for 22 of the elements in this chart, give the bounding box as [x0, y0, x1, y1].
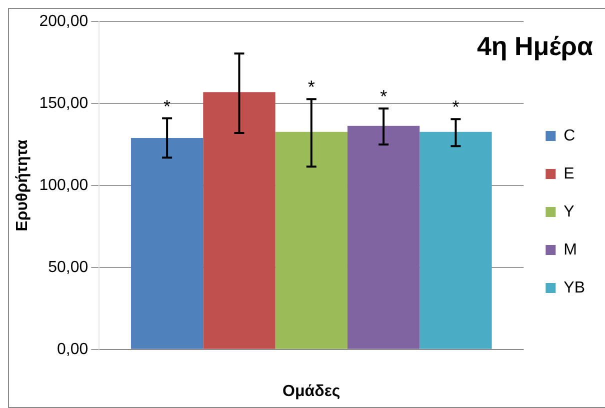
annotation: * — [164, 96, 171, 116]
y-tick-label: 200,00 — [39, 13, 88, 30]
legend-label: C — [564, 127, 576, 144]
bar — [203, 92, 276, 349]
x-axis-title: Ομάδες — [282, 382, 340, 400]
bar — [347, 126, 420, 349]
bar — [275, 132, 348, 349]
legend-label: M — [564, 241, 577, 258]
bar — [420, 132, 492, 349]
annotation: * — [308, 77, 315, 98]
bar — [130, 138, 204, 349]
annotation: * — [380, 86, 388, 106]
y-tick-label: 150,00 — [39, 94, 88, 112]
annotation: * — [452, 97, 460, 118]
y-tick-label: 0,00 — [56, 340, 88, 358]
y-axis-title: Ερυθρήτητα — [14, 140, 32, 232]
legend-label: Y — [564, 203, 575, 220]
legend-label: E — [564, 165, 574, 182]
chart-title: 4η Ημέρα — [476, 31, 593, 62]
y-tick-label: 50,00 — [48, 258, 88, 276]
y-tick-label: 100,00 — [39, 176, 88, 194]
legend-label: YB — [564, 279, 585, 296]
